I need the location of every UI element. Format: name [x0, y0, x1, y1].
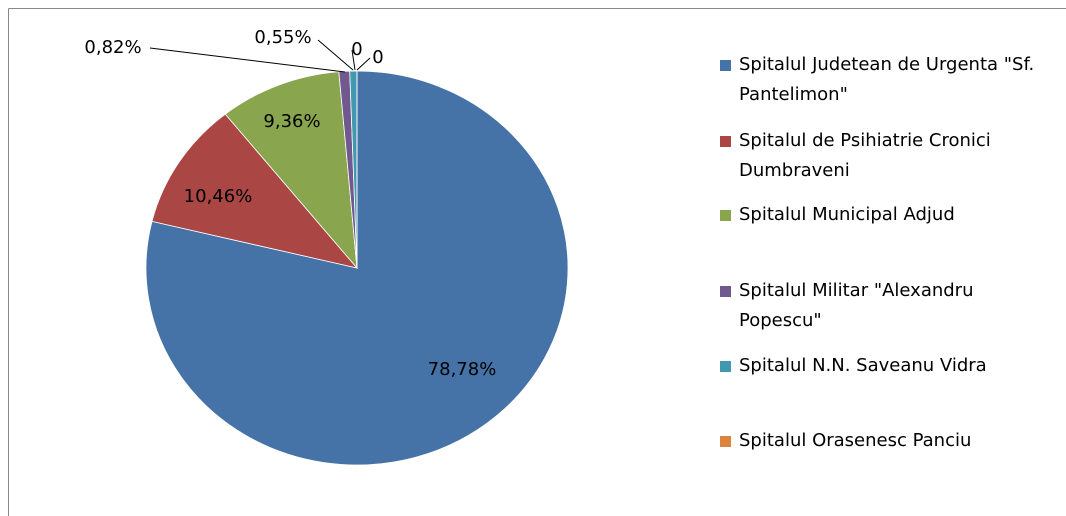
legend-item: Spitalul Municipal Adjud	[720, 200, 955, 230]
data-label: 0	[351, 39, 362, 60]
legend-swatch	[720, 361, 731, 372]
pie-slice	[151, 113, 359, 269]
leader-line	[317, 39, 354, 71]
legend-item: Spitalul Judetean de Urgenta "Sf. Pantel…	[720, 50, 1055, 110]
pie-slice	[224, 71, 358, 270]
data-label: 0,55%	[254, 27, 311, 48]
legend-label: Spitalul de Psihiatrie Cronici Dumbraven…	[739, 130, 991, 181]
data-label: 0,82%	[84, 37, 141, 58]
legend-swatch	[720, 286, 731, 297]
legend-label: Spitalul Orasenesc Panciu	[739, 430, 972, 451]
leader-line	[149, 47, 346, 73]
legend-item: Spitalul Militar "Alexandru Popescu"	[720, 276, 1055, 336]
legend-label: Spitalul Municipal Adjud	[739, 204, 955, 225]
data-label: 0	[372, 47, 383, 68]
legend-swatch	[720, 436, 731, 447]
leader-line	[356, 57, 371, 71]
legend-swatch	[720, 60, 731, 71]
data-label: 78,78%	[428, 359, 497, 380]
data-label: 9,36%	[263, 111, 320, 132]
legend-swatch	[720, 136, 731, 147]
leader-line	[351, 49, 356, 71]
pie-slice	[145, 70, 569, 466]
legend-label: Spitalul Judetean de Urgenta "Sf. Pantel…	[739, 54, 1035, 105]
legend-label: Spitalul N.N. Saveanu Vidra	[739, 355, 987, 376]
legend-item: Spitalul Orasenesc Panciu	[720, 426, 971, 456]
legend-label: Spitalul Militar "Alexandru Popescu"	[739, 280, 974, 331]
legend-item: Spitalul de Psihiatrie Cronici Dumbraven…	[720, 126, 1055, 186]
data-label: 10,46%	[184, 186, 253, 207]
legend-swatch	[720, 210, 731, 221]
legend-item: Spitalul N.N. Saveanu Vidra	[720, 351, 987, 381]
